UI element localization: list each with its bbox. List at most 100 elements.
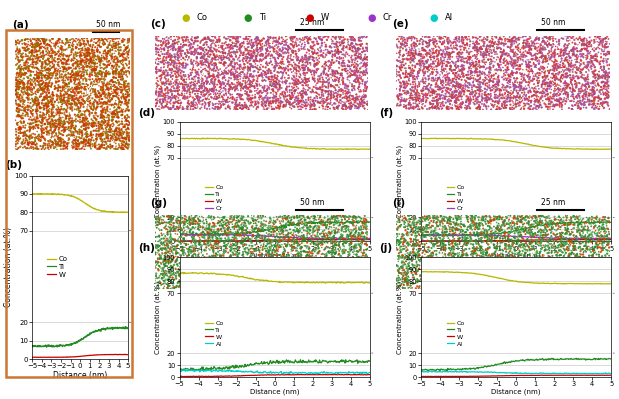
Point [334, 212, 344, 219]
Point [568, 88, 578, 95]
Point [306, 45, 316, 51]
Point [408, 76, 418, 82]
Point [28, 48, 38, 55]
Point [219, 268, 228, 274]
Point [20, 69, 30, 76]
Point [87, 46, 97, 53]
Point [496, 253, 506, 260]
Point [208, 254, 218, 260]
Point [496, 45, 506, 51]
Point [25, 97, 35, 103]
Point [325, 266, 335, 273]
Point [158, 40, 168, 46]
Point [28, 111, 38, 117]
Point [233, 263, 243, 269]
Point [414, 41, 424, 48]
Point [323, 48, 333, 54]
Point [423, 217, 433, 223]
Point [348, 34, 358, 41]
Point [160, 239, 170, 245]
Point [342, 63, 352, 69]
Point [412, 279, 422, 285]
Point [490, 41, 500, 47]
Point [163, 105, 173, 111]
Point [212, 273, 222, 279]
Point [259, 273, 269, 279]
Point [178, 61, 188, 68]
Point [104, 47, 114, 54]
Point [346, 276, 356, 282]
Point [41, 80, 51, 87]
Point [116, 67, 126, 73]
Point [560, 86, 570, 92]
Point [430, 277, 440, 283]
Point [168, 255, 178, 261]
Point [207, 48, 217, 54]
Point [507, 43, 517, 49]
Point [527, 233, 537, 240]
Point [496, 254, 506, 261]
Point [561, 237, 571, 243]
Point [11, 87, 20, 93]
Point [302, 235, 312, 241]
Point [428, 36, 438, 42]
Point [361, 273, 371, 280]
Point [423, 232, 433, 238]
Point [407, 41, 417, 47]
Point [542, 255, 552, 262]
Point [238, 78, 248, 84]
Point [478, 214, 488, 220]
Point [76, 41, 86, 47]
Point [204, 88, 214, 94]
Point [328, 216, 338, 223]
Point [318, 87, 327, 94]
Point [282, 270, 292, 277]
Point [212, 73, 222, 79]
Point [216, 81, 226, 87]
Point [475, 75, 485, 81]
Point [83, 119, 93, 125]
Point [540, 257, 550, 264]
Point [449, 78, 459, 85]
Point [573, 105, 582, 111]
Point [46, 40, 56, 46]
Point [297, 284, 306, 291]
Point [547, 48, 556, 55]
Point [181, 37, 191, 43]
Point [189, 81, 199, 87]
Point [289, 103, 299, 110]
Point [43, 103, 53, 110]
Point [581, 69, 591, 75]
Point [335, 93, 345, 100]
Point [493, 62, 503, 69]
Point [535, 45, 545, 51]
Point [550, 97, 560, 103]
Point [78, 129, 88, 135]
Point [97, 130, 107, 136]
Point [438, 261, 448, 267]
Point [395, 245, 405, 251]
Point [529, 70, 539, 77]
Point [15, 69, 25, 76]
Point [464, 36, 474, 42]
Point [188, 101, 197, 108]
Point [535, 265, 545, 272]
Point [62, 65, 72, 71]
Point [448, 250, 458, 257]
Point [504, 52, 514, 58]
Point [51, 51, 61, 57]
Point [603, 56, 613, 62]
Point [519, 33, 529, 40]
Point [100, 114, 110, 120]
Point [420, 254, 430, 261]
Point [539, 280, 549, 286]
Point [158, 55, 168, 61]
Point [223, 77, 233, 84]
Point [176, 56, 186, 63]
Point [449, 279, 459, 286]
Point [67, 42, 77, 49]
Point [423, 66, 433, 72]
Point [33, 133, 43, 140]
Point [232, 47, 242, 53]
Point [511, 278, 521, 284]
